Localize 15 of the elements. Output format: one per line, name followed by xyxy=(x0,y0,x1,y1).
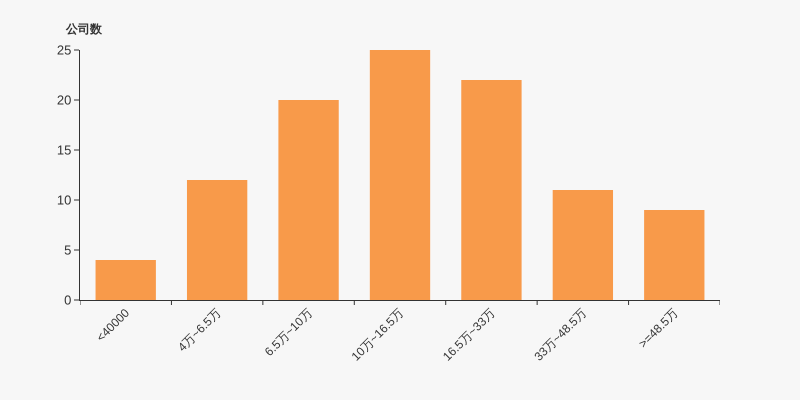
bar xyxy=(278,100,339,300)
y-tick-label: 10 xyxy=(56,192,72,208)
y-tick-label: 15 xyxy=(56,142,72,158)
bar xyxy=(96,260,156,300)
y-tick-label: 0 xyxy=(64,292,72,308)
bar xyxy=(186,180,248,300)
bar xyxy=(370,50,430,300)
bar xyxy=(461,80,522,300)
y-tick-label: 5 xyxy=(64,242,72,258)
y-tick-label: 25 xyxy=(56,42,72,58)
y-axis-title: 公司数 xyxy=(65,22,103,36)
bar xyxy=(552,190,614,300)
y-tick-label: 20 xyxy=(56,92,72,108)
bar xyxy=(644,210,704,300)
x-tick-label: 6.5万~10万 xyxy=(262,306,315,359)
